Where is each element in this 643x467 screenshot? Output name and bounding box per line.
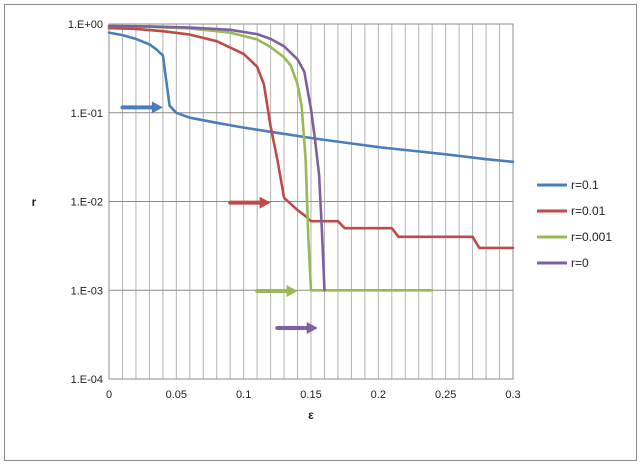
chart-frame: 1.E+00 1.E-01 1.E-02 1.E-03 1.E-04 0 0.05 0.1 0… bbox=[4, 4, 637, 461]
chart: 1.E+001.E-011.E-021.E-031.E-04 0 0.05 0.1 0… bbox=[32, 19, 613, 422]
x-axis-title: ε bbox=[308, 408, 314, 422]
x-tick-label: 0.05 bbox=[166, 389, 187, 401]
x-tick-label: 0.15 bbox=[300, 389, 321, 401]
annotation-arrows bbox=[120, 101, 318, 335]
y-tick-label: 1.E+00 bbox=[68, 19, 103, 31]
arrow-head bbox=[151, 101, 163, 114]
y-tick-label: 1.E-02 bbox=[71, 197, 103, 209]
series-line-r-0-1 bbox=[107, 31, 515, 164]
series-line-r-0 bbox=[107, 24, 326, 292]
arrow-head bbox=[286, 285, 298, 298]
y-axis-title: r bbox=[32, 195, 37, 209]
arrow-r-0-01 bbox=[228, 196, 271, 209]
x-tick-label: 0.2 bbox=[371, 389, 386, 401]
arrow-head bbox=[259, 196, 271, 209]
arrow-head bbox=[306, 322, 318, 335]
plot-area-border bbox=[108, 23, 514, 380]
arrow-r-0-1 bbox=[120, 101, 163, 114]
x-tick-label: 0 bbox=[106, 389, 112, 401]
arrow-r-0 bbox=[275, 322, 318, 335]
y-tick-label: 1.E-01 bbox=[71, 108, 103, 120]
legend-label: r=0 bbox=[571, 256, 589, 270]
y-tick-label: 1.E-04 bbox=[71, 374, 103, 386]
legend-label: r=0.1 bbox=[571, 178, 599, 192]
arrow-r-0-001 bbox=[255, 285, 298, 298]
legend-label: r=0.001 bbox=[571, 230, 612, 244]
x-tick-label: 0.25 bbox=[435, 389, 456, 401]
x-tick-label: 0.3 bbox=[505, 389, 520, 401]
x-tick-label: 0.1 bbox=[236, 389, 251, 401]
y-tick-labels: 1.E+00 1.E-01 1.E-02 1.E-03 1.E-04 bbox=[68, 19, 103, 386]
series-line-r-0-001 bbox=[107, 24, 434, 292]
y-tick-label: 1.E-03 bbox=[71, 285, 103, 297]
x-tick-labels: 0 0.05 0.1 0.15 0.2 0.25 0.3 bbox=[106, 389, 521, 401]
series-line-r-0-01 bbox=[107, 26, 515, 250]
legend-label: r=0.01 bbox=[571, 204, 606, 218]
legend: r=0.1 r=0.01 r=0.001 r=0 bbox=[537, 178, 612, 270]
series-lines bbox=[107, 24, 515, 292]
